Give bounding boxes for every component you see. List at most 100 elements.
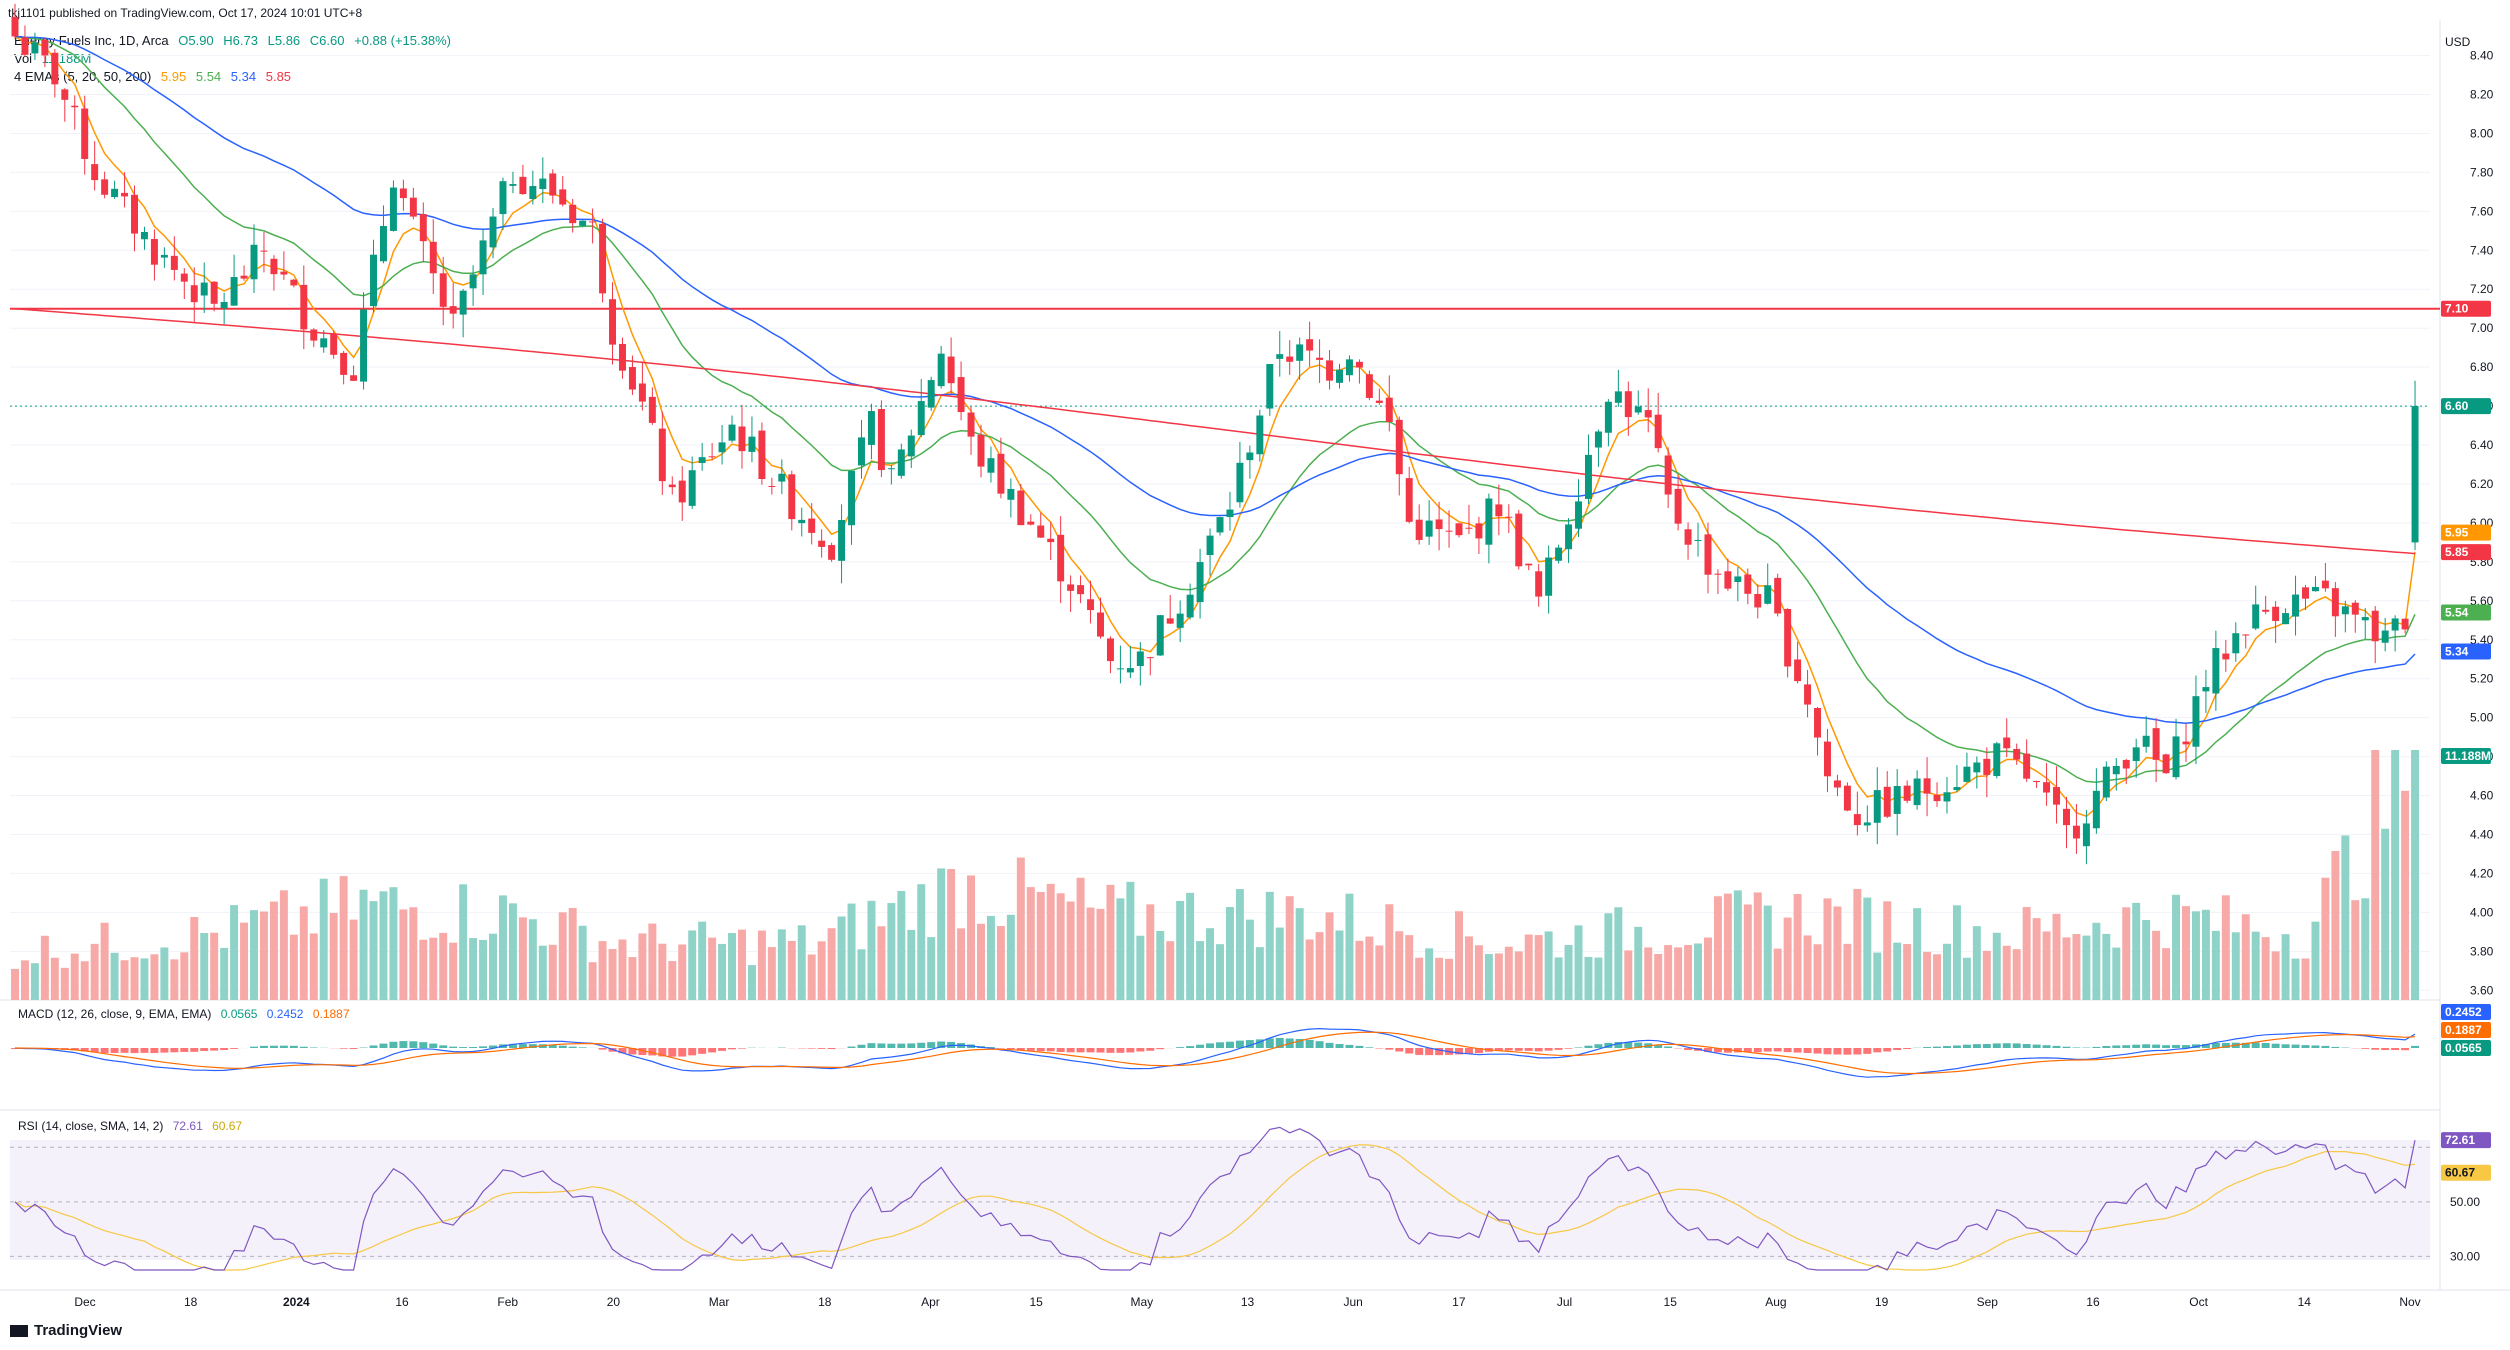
volume-bar	[230, 905, 239, 1000]
candle	[867, 411, 875, 445]
volume-bar	[648, 923, 657, 1000]
ema5-value: 5.95	[160, 69, 187, 84]
candle	[1087, 599, 1095, 611]
volume-bar	[628, 957, 637, 1000]
volume-bar	[1216, 944, 1224, 1000]
candle	[708, 456, 716, 458]
volume-bar	[150, 954, 159, 1000]
candle	[1037, 525, 1045, 538]
candle	[1575, 501, 1582, 529]
volume-bar	[947, 869, 956, 1000]
candle	[2222, 653, 2230, 660]
volume-bar	[2201, 909, 2210, 1000]
volume-bar	[1066, 901, 1075, 1000]
volume-bar	[1245, 919, 1254, 1000]
candle	[1953, 787, 1961, 791]
macd-histogram-bar	[1823, 1048, 1832, 1055]
volume-bar	[1285, 896, 1294, 1000]
volume-bar	[2411, 750, 2420, 1000]
candle	[449, 306, 457, 314]
candle	[1853, 814, 1861, 826]
macd-histogram-bar	[2052, 1045, 2061, 1048]
price-badge	[2441, 748, 2491, 764]
candle	[2192, 696, 2200, 747]
macd-histogram-bar	[220, 1048, 229, 1051]
macd-histogram-bar	[1235, 1040, 1244, 1048]
candle	[270, 258, 278, 275]
volume-bar	[1933, 954, 1942, 1000]
volume-bar	[498, 895, 507, 1000]
volume-bar	[1176, 900, 1185, 1000]
candle	[688, 470, 696, 506]
time-tick-label: Nov	[2399, 1295, 2420, 1309]
volume-bar	[977, 923, 985, 1000]
candle	[250, 244, 258, 280]
candle	[1963, 766, 1971, 782]
candle	[1336, 369, 1343, 383]
ema-line-50	[14, 35, 2416, 725]
volume-bar	[1305, 939, 1314, 1000]
ema50-value: 5.34	[230, 69, 257, 84]
volume-bar	[2062, 937, 2071, 1000]
candle	[350, 375, 358, 381]
volume-bar	[957, 928, 966, 1000]
candle	[877, 409, 885, 471]
macd-histogram-bar	[1544, 1048, 1553, 1051]
price-badge	[2441, 524, 2491, 541]
volume-bar	[548, 944, 557, 1000]
candle	[2411, 406, 2419, 543]
volume-bar	[797, 925, 806, 1000]
candle	[2272, 606, 2280, 621]
rsi-label[interactable]: RSI (14, close, SMA, 14, 2)	[18, 1119, 164, 1133]
volume-bar	[1275, 927, 1284, 1000]
macd-label[interactable]: MACD (12, 26, close, 9, EMA, EMA)	[18, 1007, 212, 1021]
macd-histogram-bar	[399, 1041, 408, 1048]
volume-bar	[1853, 888, 1862, 1000]
macd-histogram-bar	[698, 1048, 707, 1054]
volume-bar	[90, 943, 99, 1000]
price-tick-label: 3.60	[2470, 983, 2494, 997]
volume-bar	[489, 933, 497, 1000]
price-tick-label: 4.60	[2470, 789, 2494, 803]
candle	[2371, 610, 2379, 642]
volume-bar	[1952, 905, 1961, 1000]
volume-bar	[210, 932, 219, 1000]
time-tick-label: May	[1130, 1295, 1153, 1309]
rsi-line	[14, 1126, 2416, 1271]
time-tick-label: Oct	[2189, 1295, 2208, 1309]
price-badge-label: 6.60	[2445, 399, 2469, 413]
candle	[1385, 397, 1393, 422]
candle	[61, 89, 69, 100]
macd-histogram-bar	[927, 1042, 936, 1048]
volume-bar	[1365, 936, 1374, 1000]
volume-bar	[1435, 957, 1444, 1000]
macd-histogram-bar	[279, 1045, 288, 1048]
price-badge	[2441, 604, 2491, 621]
candle	[1604, 401, 1612, 433]
candle	[1176, 613, 1184, 628]
candle	[11, 16, 19, 37]
volume-bar	[2132, 902, 2141, 1000]
change-value: +0.88 (+15.38%)	[354, 33, 451, 48]
macd-histogram-bar	[1703, 1048, 1712, 1052]
volume-bar	[1494, 953, 1503, 1000]
volume-bar	[708, 937, 717, 1000]
macd-histogram-bar	[180, 1048, 189, 1052]
price-badge-label: 5.54	[2445, 605, 2469, 619]
volume-bar	[2271, 951, 2280, 1000]
candle	[370, 254, 377, 307]
macd-histogram-bar	[598, 1048, 607, 1050]
ema-label[interactable]: 4 EMAs (5, 20, 50, 200)	[14, 69, 152, 84]
volume-bar	[847, 903, 856, 1000]
macd-histogram-bar	[1504, 1048, 1513, 1051]
volume-bar	[807, 954, 816, 1000]
candle	[21, 37, 29, 55]
rsi-ma-value: 60.67	[212, 1119, 243, 1133]
open-value: O5.90	[178, 33, 214, 48]
macd-histogram-bar	[1962, 1044, 1971, 1048]
candle	[648, 396, 656, 423]
macd-histogram-bar	[1873, 1048, 1882, 1053]
volume-bar	[100, 922, 109, 1000]
macd-histogram-bar	[1803, 1048, 1812, 1054]
